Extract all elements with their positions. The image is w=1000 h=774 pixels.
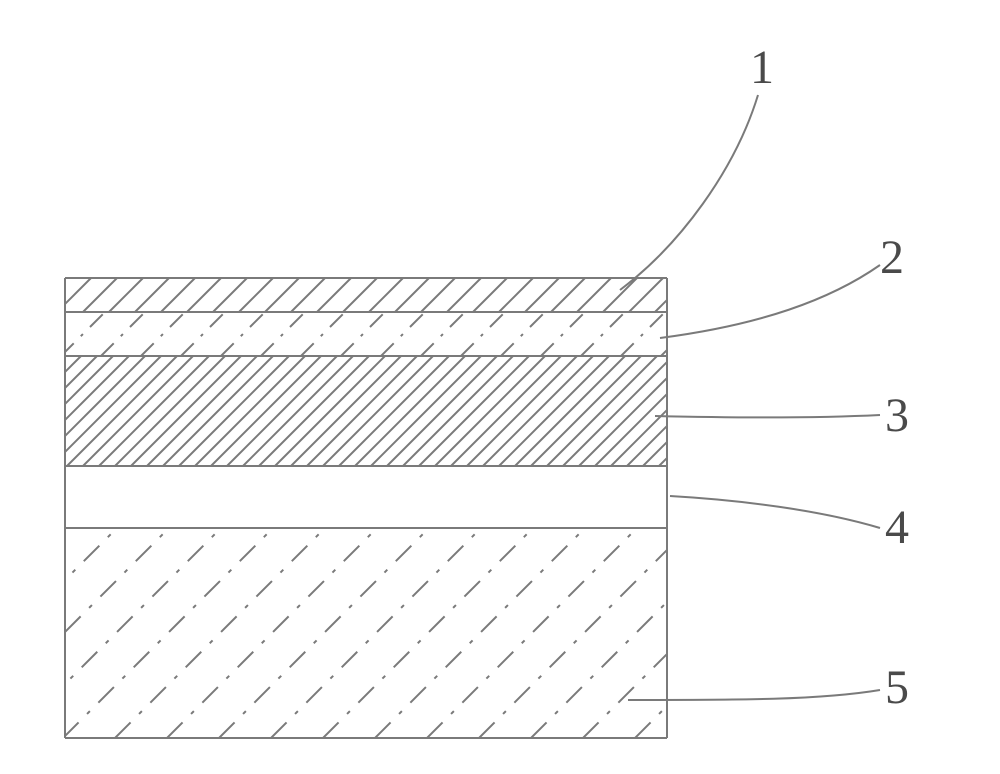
- diagram-canvas: 1 2 3 4 5: [0, 0, 1000, 774]
- layer-2: [0, 312, 745, 356]
- layer-1: [5, 278, 715, 312]
- callout-label-3: 3: [885, 388, 909, 443]
- callout-leader-1: [620, 95, 758, 290]
- callout-label-2: 2: [880, 230, 904, 285]
- callout-leader-4: [670, 496, 880, 528]
- layer-5: [0, 528, 897, 738]
- callout-leader-5: [628, 690, 880, 700]
- diagram-svg: [0, 0, 1000, 774]
- callout-leader-3: [655, 415, 880, 417]
- callout-label-5: 5: [885, 660, 909, 715]
- callout-label-1: 1: [750, 40, 774, 95]
- callout-label-4: 4: [885, 500, 909, 555]
- callout-leader-2: [660, 265, 880, 338]
